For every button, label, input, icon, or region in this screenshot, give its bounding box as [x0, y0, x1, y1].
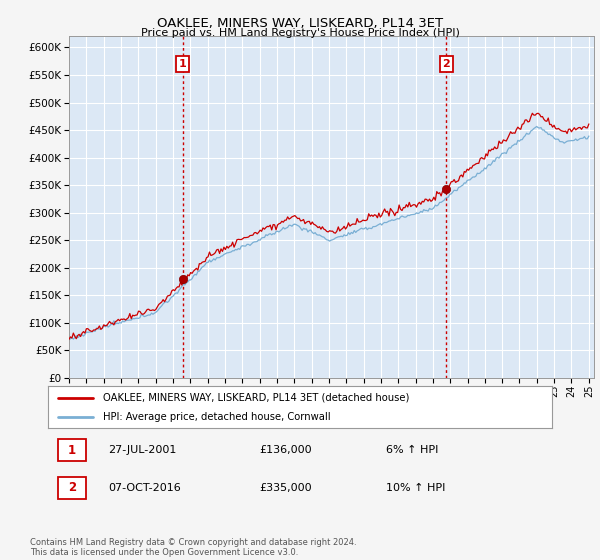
Text: OAKLEE, MINERS WAY, LISKEARD, PL14 3ET: OAKLEE, MINERS WAY, LISKEARD, PL14 3ET: [157, 17, 443, 30]
Text: £335,000: £335,000: [260, 483, 313, 493]
Text: 1: 1: [68, 444, 76, 457]
Text: 1: 1: [179, 59, 187, 69]
Text: OAKLEE, MINERS WAY, LISKEARD, PL14 3ET (detached house): OAKLEE, MINERS WAY, LISKEARD, PL14 3ET (…: [103, 393, 410, 403]
FancyBboxPatch shape: [58, 440, 86, 461]
Text: HPI: Average price, detached house, Cornwall: HPI: Average price, detached house, Corn…: [103, 412, 331, 422]
Text: 2: 2: [68, 481, 76, 494]
Text: 2: 2: [442, 59, 450, 69]
Text: Contains HM Land Registry data © Crown copyright and database right 2024.
This d: Contains HM Land Registry data © Crown c…: [30, 538, 356, 557]
Text: 6% ↑ HPI: 6% ↑ HPI: [386, 445, 438, 455]
Text: Price paid vs. HM Land Registry's House Price Index (HPI): Price paid vs. HM Land Registry's House …: [140, 28, 460, 38]
Text: 07-OCT-2016: 07-OCT-2016: [109, 483, 181, 493]
FancyBboxPatch shape: [58, 477, 86, 498]
Text: £136,000: £136,000: [260, 445, 313, 455]
Text: 27-JUL-2001: 27-JUL-2001: [109, 445, 177, 455]
Text: 10% ↑ HPI: 10% ↑ HPI: [386, 483, 445, 493]
